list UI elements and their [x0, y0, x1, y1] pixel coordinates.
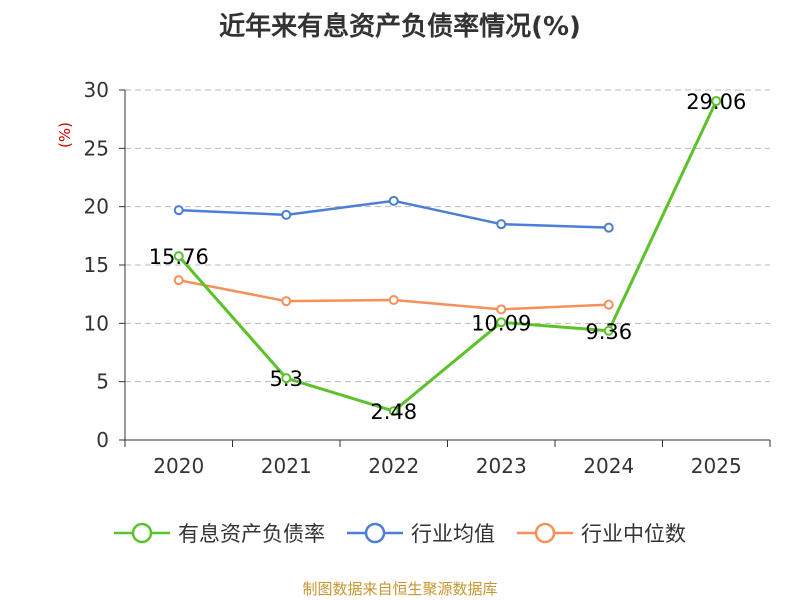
- series-0-point: [711, 95, 722, 106]
- series-2-point: [173, 275, 184, 286]
- series-1-point: [496, 219, 507, 230]
- legend-swatch-industry-avg: [347, 522, 403, 544]
- legend-item-industry-median[interactable]: 行业中位数: [517, 518, 686, 548]
- series-1-point: [281, 209, 292, 220]
- series-1-point: [388, 195, 399, 206]
- y-tick-label: 15: [84, 253, 109, 277]
- data-label: 9.36: [585, 320, 632, 344]
- legend-item-industry-avg[interactable]: 行业均值: [347, 518, 495, 548]
- series-0-point: [388, 406, 399, 417]
- data-label: 29.06: [686, 90, 746, 114]
- legend-label-debt-ratio: 有息资产负债率: [178, 522, 325, 546]
- series-0-point: [173, 251, 184, 262]
- y-tick-label: 10: [84, 311, 109, 335]
- x-tick-label: 2020: [153, 454, 204, 478]
- y-tick-label: 25: [84, 136, 109, 160]
- series-0-point: [603, 325, 614, 336]
- legend: 有息资产负债率 行业均值 行业中位数: [0, 518, 800, 548]
- data-label: 15.76: [149, 245, 209, 269]
- y-tick-label: 0: [96, 428, 109, 452]
- series-0-point: [281, 373, 292, 384]
- chart-title: 近年来有息资产负债率情况(%): [219, 12, 581, 42]
- legend-label-industry-median: 行业中位数: [581, 522, 686, 546]
- series-line-0: [177, 100, 718, 413]
- series-1-point: [173, 205, 184, 216]
- source-note: 制图数据来自恒生聚源数据库: [302, 580, 498, 598]
- x-tick-label: 2021: [261, 454, 312, 478]
- legend-label-industry-avg: 行业均值: [411, 522, 495, 546]
- x-tick-label: 2022: [368, 454, 419, 478]
- y-tick-label: 20: [84, 195, 109, 219]
- x-tick-label: 2024: [583, 454, 634, 478]
- x-tick-label: 2023: [476, 454, 527, 478]
- legend-swatch-debt-ratio: [114, 522, 170, 544]
- series-2-point: [388, 295, 399, 305]
- series-2-point: [496, 304, 507, 315]
- series-0-point: [496, 317, 507, 328]
- series-2-point: [603, 299, 614, 310]
- x-tick-label: 2025: [691, 454, 742, 478]
- series-1-point: [603, 222, 614, 233]
- y-tick-label: 5: [96, 370, 109, 394]
- legend-swatch-industry-median: [517, 522, 573, 544]
- series-2-point: [281, 296, 292, 307]
- legend-item-debt-ratio[interactable]: 有息资产负债率: [114, 518, 325, 548]
- y-tick-label: 30: [84, 78, 109, 102]
- data-label: 2.48: [370, 400, 417, 424]
- data-label: 10.09: [471, 311, 531, 335]
- data-label: 5.3: [270, 367, 303, 391]
